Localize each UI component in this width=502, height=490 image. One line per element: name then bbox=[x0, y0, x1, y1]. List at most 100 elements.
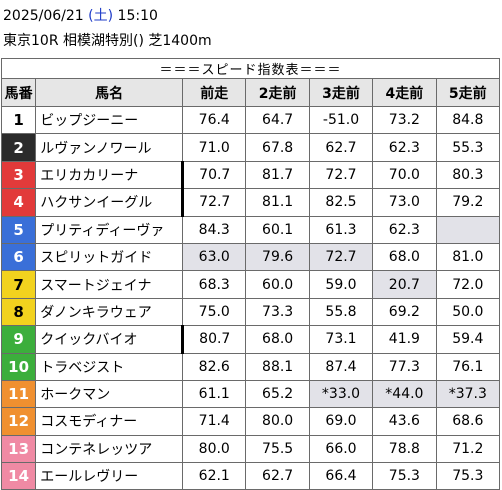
speed-index-value: 81.7 bbox=[245, 160, 310, 190]
speed-index-value: 62.3 bbox=[372, 133, 437, 162]
speed-index-value: 63.0 bbox=[182, 242, 247, 272]
speed-index-value: 77.3 bbox=[372, 352, 437, 381]
speed-index-value: 71.2 bbox=[435, 434, 501, 464]
speed-index-value: 68.6 bbox=[435, 407, 501, 436]
speed-index-value: 81.1 bbox=[245, 188, 310, 217]
speed-index-value: 75.0 bbox=[182, 297, 247, 327]
table-row: 7 スマートジェイナ 68.3 60.0 59.0 20.7 72.0 bbox=[0, 270, 501, 299]
speed-index-value: 78.8 bbox=[372, 434, 437, 464]
table-row: 2 ルヴァンノワール 71.0 67.8 62.7 62.3 55.3 bbox=[0, 133, 501, 162]
column-header: 前走 bbox=[182, 78, 247, 107]
speed-index-table: ＝＝＝スピード指数表＝＝＝ 馬番 馬名 前走 2走前 3走前 4走前 5走前 1 ビップジーニ… bbox=[0, 58, 501, 490]
horse-name: スマートジェイナ bbox=[35, 270, 184, 299]
speed-index-value: 72.7 bbox=[308, 242, 374, 272]
horse-name: プリティディーヴァ bbox=[35, 215, 184, 244]
horse-name: ダノンキラウェア bbox=[35, 297, 184, 327]
speed-index-value: 66.4 bbox=[308, 462, 374, 490]
speed-index-value: 69.2 bbox=[372, 297, 437, 327]
horse-number: 7 bbox=[0, 270, 37, 299]
speed-index-value: 60.1 bbox=[245, 215, 310, 244]
speed-index-value: 64.7 bbox=[245, 105, 310, 135]
race-time: 15:10 bbox=[117, 8, 158, 24]
race-datetime: 2025/06/21 (土) 15:10 bbox=[3, 7, 158, 25]
horse-name: ハクサンイーグル bbox=[35, 188, 185, 217]
horse-number: 12 bbox=[0, 407, 37, 436]
speed-index-value: 80.0 bbox=[245, 407, 310, 436]
horse-number: 14 bbox=[0, 462, 37, 490]
speed-index-value: 72.0 bbox=[435, 270, 501, 299]
horse-name: スピリットガイド bbox=[35, 242, 184, 272]
table-row: 12 コスモディナー 71.4 80.0 69.0 43.6 68.6 bbox=[0, 407, 501, 436]
horse-name: コンテネレッツア bbox=[35, 434, 184, 464]
speed-index-value: 61.1 bbox=[182, 379, 247, 409]
column-header: 4走前 bbox=[372, 78, 437, 107]
table-row: 11 ホークマン 61.1 65.2 *33.0 *44.0 *37.3 bbox=[0, 379, 501, 409]
horse-name: コスモディナー bbox=[35, 407, 184, 436]
speed-index-value: 65.2 bbox=[245, 379, 310, 409]
horse-number: 2 bbox=[0, 133, 37, 162]
table-row: 9 クイックバイオ 80.7 68.0 73.1 41.9 59.4 bbox=[0, 325, 501, 354]
speed-index-value: 75.3 bbox=[435, 462, 501, 490]
column-header-row: 馬番 馬名 前走 2走前 3走前 4走前 5走前 bbox=[0, 78, 501, 107]
column-header: 馬名 bbox=[35, 78, 184, 107]
speed-index-value: 79.6 bbox=[245, 242, 310, 272]
speed-index-value: 82.6 bbox=[182, 352, 247, 381]
table-row: 14 エールレヴリー 62.1 62.7 66.4 75.3 75.3 bbox=[0, 462, 501, 490]
speed-index-value: 68.0 bbox=[245, 325, 310, 354]
speed-index-value: 88.1 bbox=[245, 352, 310, 381]
speed-index-value: 20.7 bbox=[372, 270, 437, 299]
horse-number: 5 bbox=[0, 215, 37, 244]
table-title: ＝＝＝スピード指数表＝＝＝ bbox=[1, 58, 500, 79]
speed-index-value: 73.0 bbox=[372, 188, 437, 217]
speed-index-value: 50.0 bbox=[435, 297, 501, 327]
speed-index-value: 55.8 bbox=[308, 297, 374, 327]
horse-number: 8 bbox=[0, 297, 37, 327]
speed-index-value: 62.7 bbox=[308, 133, 374, 162]
speed-index-value: 62.1 bbox=[182, 462, 247, 490]
speed-index-value: 71.0 bbox=[182, 133, 247, 162]
speed-index-value: 68.3 bbox=[182, 270, 247, 299]
speed-index-value: 84.8 bbox=[435, 105, 501, 135]
speed-index-value: 87.4 bbox=[308, 352, 374, 381]
race-info: 東京10R 相模湖特別() 芝1400m bbox=[3, 33, 212, 49]
column-header: 3走前 bbox=[308, 78, 374, 107]
speed-index-value: 71.4 bbox=[182, 407, 247, 436]
horse-name: ルヴァンノワール bbox=[35, 133, 184, 162]
horse-number: 9 bbox=[0, 325, 37, 354]
table-row: 13 コンテネレッツア 80.0 75.5 66.0 78.8 71.2 bbox=[0, 434, 501, 464]
race-date: 2025/06/21 bbox=[3, 8, 84, 24]
speed-index-value: 73.3 bbox=[245, 297, 310, 327]
speed-index-value: *33.0 bbox=[308, 379, 374, 409]
horse-number: 4 bbox=[0, 188, 37, 217]
speed-index-value: 66.0 bbox=[308, 434, 374, 464]
speed-index-value: 76.4 bbox=[182, 105, 247, 135]
speed-index-value: 41.9 bbox=[372, 325, 437, 354]
table-row: 10 トラベジスト 82.6 88.1 87.4 77.3 76.1 bbox=[0, 352, 501, 381]
horse-name: エリカカリーナ bbox=[35, 160, 185, 190]
table-row: 1 ビップジーニー 76.4 64.7 -51.0 73.2 84.8 bbox=[0, 105, 501, 135]
speed-index-value: 43.6 bbox=[372, 407, 437, 436]
speed-index-value: 84.3 bbox=[182, 215, 247, 244]
column-header: 2走前 bbox=[245, 78, 310, 107]
speed-index-value: 79.2 bbox=[435, 188, 501, 217]
speed-index-value: 72.7 bbox=[182, 188, 247, 217]
speed-index-value: 70.0 bbox=[372, 160, 437, 190]
horse-number: 6 bbox=[0, 242, 37, 272]
horse-number: 11 bbox=[0, 379, 37, 409]
table-body: 1 ビップジーニー 76.4 64.7 -51.0 73.2 84.8 2 ルヴァンノワール 71… bbox=[0, 105, 501, 490]
speed-index-value: 80.7 bbox=[182, 325, 247, 354]
speed-index-value: 80.0 bbox=[182, 434, 247, 464]
speed-index-value: 75.5 bbox=[245, 434, 310, 464]
table-row: 8 ダノンキラウェア 75.0 73.3 55.8 69.2 50.0 bbox=[0, 297, 501, 327]
speed-index-value: 62.3 bbox=[372, 215, 437, 244]
speed-index-value: 69.0 bbox=[308, 407, 374, 436]
speed-index-value: 60.0 bbox=[245, 270, 310, 299]
speed-index-value bbox=[435, 215, 501, 244]
horse-number: 13 bbox=[0, 434, 37, 464]
speed-index-value: 55.3 bbox=[435, 133, 501, 162]
speed-index-value: 73.1 bbox=[308, 325, 374, 354]
table-row: 6 スピリットガイド 63.0 79.6 72.7 68.0 81.0 bbox=[0, 242, 501, 272]
horse-number: 3 bbox=[0, 160, 37, 190]
column-header: 馬番 bbox=[0, 78, 37, 107]
horse-name: エールレヴリー bbox=[35, 462, 184, 490]
